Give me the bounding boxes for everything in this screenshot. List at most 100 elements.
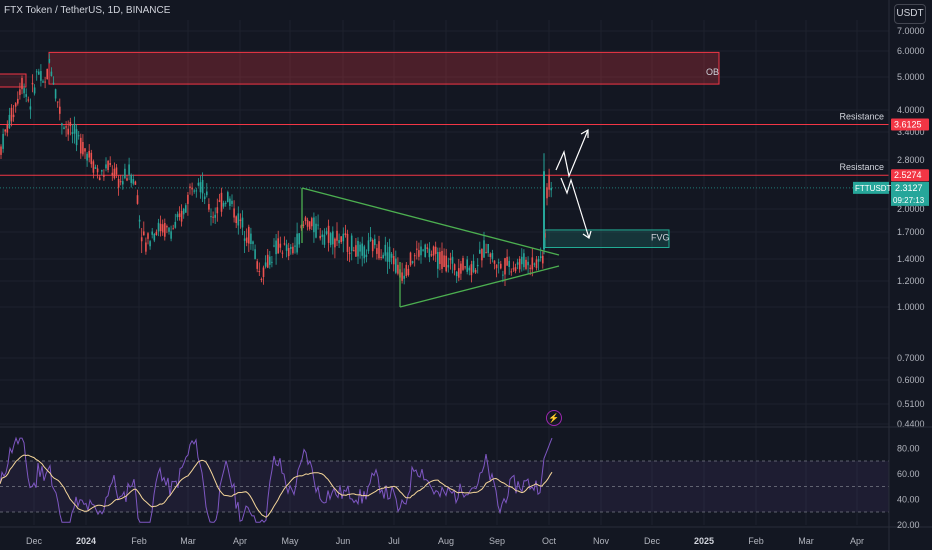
candle-body — [430, 254, 433, 256]
candle-body — [537, 258, 540, 262]
candle-body — [548, 174, 550, 190]
candle-body — [6, 124, 9, 133]
candle-body — [365, 254, 368, 257]
candle-body — [69, 122, 72, 127]
candle-body — [437, 251, 439, 269]
candle-body — [44, 81, 46, 83]
candle-body — [395, 258, 397, 273]
countdown-text: 09:27:13 — [893, 196, 925, 205]
time-tick-label: Apr — [850, 536, 864, 546]
candle-body — [338, 240, 340, 244]
candle-body — [172, 228, 174, 230]
candle-body — [281, 252, 284, 254]
candle-body — [426, 247, 429, 249]
last-price-tag — [891, 181, 929, 206]
candle-body — [357, 240, 359, 257]
candle-body — [0, 146, 2, 155]
candle-body — [361, 243, 363, 256]
candle-body — [199, 182, 202, 193]
candle-body — [113, 168, 116, 179]
candle-body — [197, 182, 200, 186]
candle-body — [462, 258, 464, 270]
time-tick-label: Oct — [542, 536, 557, 546]
candle-body — [392, 255, 395, 265]
candle-body — [441, 250, 443, 269]
time-tick-label: Mar — [180, 536, 196, 546]
candle-body — [117, 178, 120, 188]
candle-body — [115, 167, 118, 175]
candle-body — [504, 258, 506, 275]
price-tick-label: 0.7000 — [897, 353, 925, 363]
candle-body — [497, 262, 500, 264]
price-tick-label: 4.0000 — [897, 105, 925, 115]
rsi-tick-label: 20.00 — [897, 520, 920, 530]
candle-body — [124, 168, 126, 179]
candle-body — [470, 264, 473, 276]
candle-body — [248, 226, 250, 244]
candle-body — [239, 219, 242, 221]
candle-body — [164, 223, 166, 237]
candle-body — [455, 271, 458, 277]
candle-body — [245, 237, 248, 243]
price-tick-label: 3.4000 — [897, 127, 925, 137]
currency-button[interactable]: USDT — [894, 4, 926, 24]
candle-body — [187, 194, 189, 204]
candle-body — [466, 259, 468, 272]
time-tick-label: Jun — [336, 536, 351, 546]
candle-body — [23, 88, 25, 94]
candle-body — [468, 267, 471, 271]
candle-body — [382, 254, 384, 259]
candle-body — [308, 221, 311, 229]
candle-body — [185, 205, 187, 213]
candle-body — [451, 256, 454, 264]
candle-body — [143, 231, 145, 236]
candle-body — [422, 249, 424, 251]
bullish-arrow-head — [580, 128, 589, 138]
candle-body — [416, 248, 418, 250]
candle-body — [84, 148, 86, 152]
candle-body — [19, 89, 21, 95]
candle-body — [140, 237, 143, 242]
candle-body — [178, 213, 181, 218]
candle-body — [220, 192, 223, 212]
candle-body — [130, 174, 132, 183]
candle-body — [535, 259, 538, 269]
price-tick-label: 2.8000 — [897, 155, 925, 165]
drawings — [301, 128, 592, 308]
candle-body — [298, 233, 300, 245]
candle-body — [35, 71, 38, 73]
price-tick-label: 1.4000 — [897, 254, 925, 264]
lightning-icon[interactable]: ⚡ — [546, 410, 562, 426]
candle-body — [527, 261, 529, 266]
candle-body — [378, 241, 380, 259]
candle-body — [132, 179, 135, 184]
candle-body — [14, 103, 17, 107]
candle-body — [388, 246, 391, 262]
candle-body — [67, 128, 69, 135]
candle-body — [405, 264, 408, 276]
candle-body — [80, 137, 82, 154]
candle-body — [418, 250, 420, 257]
candle-body — [487, 243, 489, 253]
candle-body — [489, 253, 492, 258]
candle-body — [50, 71, 53, 77]
candle-body — [472, 260, 475, 273]
candle-body — [29, 106, 32, 110]
candle-body — [119, 181, 122, 183]
candle-body — [214, 214, 216, 218]
candle-body — [63, 127, 65, 130]
time-tick-label: Aug — [438, 536, 454, 546]
candle-body — [8, 114, 11, 129]
candle-body — [166, 226, 168, 228]
candle-body — [107, 160, 109, 171]
candle-body — [434, 246, 437, 254]
candle-body — [403, 275, 405, 279]
resistance-price-2: 2.5274 — [894, 170, 922, 180]
candle-body — [33, 87, 36, 94]
candle-body — [46, 68, 48, 80]
last-price-text: 2.3127 — [895, 183, 923, 193]
candle-body — [151, 231, 153, 235]
symbol-tag — [853, 181, 889, 194]
candle-body — [413, 255, 416, 257]
